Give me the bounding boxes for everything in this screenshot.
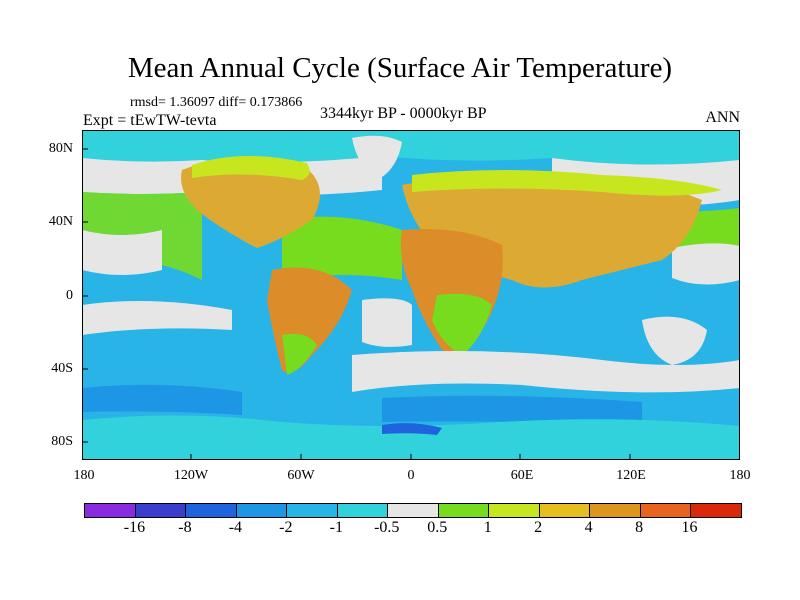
atlantic-green-band <box>282 216 402 280</box>
southern-pacific-dark <box>82 384 242 415</box>
equatorial-neutral-atlantic <box>362 298 412 347</box>
period-label: 3344kyr BP - 0000kyr BP <box>320 105 487 122</box>
x-label-120e: 120E <box>616 468 646 483</box>
eurasia-north-edge <box>412 170 722 196</box>
north-america-land <box>181 158 320 248</box>
colorbar-swatch <box>640 504 692 517</box>
colorbar-label: -4 <box>228 519 243 536</box>
subtropical-neutral-east <box>672 243 740 285</box>
season-label: ANN <box>705 109 740 126</box>
colorbar-swatch <box>236 504 288 517</box>
antarctica <box>82 415 740 460</box>
southern-indian-dark <box>382 395 642 425</box>
southern-africa-green <box>432 293 492 355</box>
colorbar-label: -1 <box>329 519 343 536</box>
x-label-0: 0 <box>407 468 415 483</box>
colorbar-label: -8 <box>178 519 192 536</box>
y-label-40n: 40N <box>48 214 73 229</box>
colorbar-label: -16 <box>123 519 146 536</box>
stats-line: rmsd= 1.36097 diff= 0.173866 <box>130 95 303 110</box>
anomaly-map <box>82 130 740 460</box>
colorbar-swatch <box>691 504 741 517</box>
x-label-180w: 180 <box>73 468 95 483</box>
colorbar-swatch <box>337 504 389 517</box>
y-label-40s: 40S <box>51 361 73 376</box>
colorbar-swatch <box>489 504 540 517</box>
colorbar-swatch <box>539 504 591 517</box>
subtropical-neutral-west <box>82 230 162 275</box>
colorbar <box>84 503 742 518</box>
y-label-80s: 80S <box>51 434 73 449</box>
x-label-180e: 180 <box>729 468 751 483</box>
x-label-120w: 120W <box>173 468 209 483</box>
australia-land <box>642 316 707 365</box>
greenland <box>352 135 402 180</box>
colorbar-label: -2 <box>279 519 293 536</box>
colorbar-label: 8 <box>635 519 644 536</box>
equatorial-neutral-pacific <box>82 301 232 335</box>
colorbar-swatch <box>287 504 338 517</box>
colorbar-label: -0.5 <box>374 519 400 536</box>
colorbar-swatch <box>590 504 641 517</box>
colorbar-swatch <box>186 504 237 517</box>
experiment-label: Expt = tEwTW-tevta <box>83 112 217 129</box>
colorbar-swatch <box>438 504 490 517</box>
southern-ocean-neutral <box>352 351 740 393</box>
north-america-north-edge <box>192 155 310 180</box>
colorbar-swatch <box>85 504 136 517</box>
y-label-80n: 80N <box>48 141 73 156</box>
colorbar-label: 16 <box>681 519 698 536</box>
axis-ticks <box>82 148 631 460</box>
colorbar-label: 4 <box>584 519 593 536</box>
colorbar-swatch <box>388 504 439 517</box>
colorbar-swatch <box>135 504 187 517</box>
chart-title: Mean Annual Cycle (Surface Air Temperatu… <box>127 52 673 84</box>
colorbar-label: 2 <box>534 519 543 536</box>
colorbar-label: 1 <box>483 519 492 536</box>
x-label-60e: 60E <box>510 468 534 483</box>
x-label-60w: 60W <box>287 468 315 483</box>
arctic-band <box>82 130 740 165</box>
colorbar-label: 0.5 <box>427 519 448 536</box>
y-label-0: 0 <box>66 288 73 303</box>
antarctic-cold-spot <box>382 423 442 435</box>
south-america-south-green <box>282 333 317 375</box>
